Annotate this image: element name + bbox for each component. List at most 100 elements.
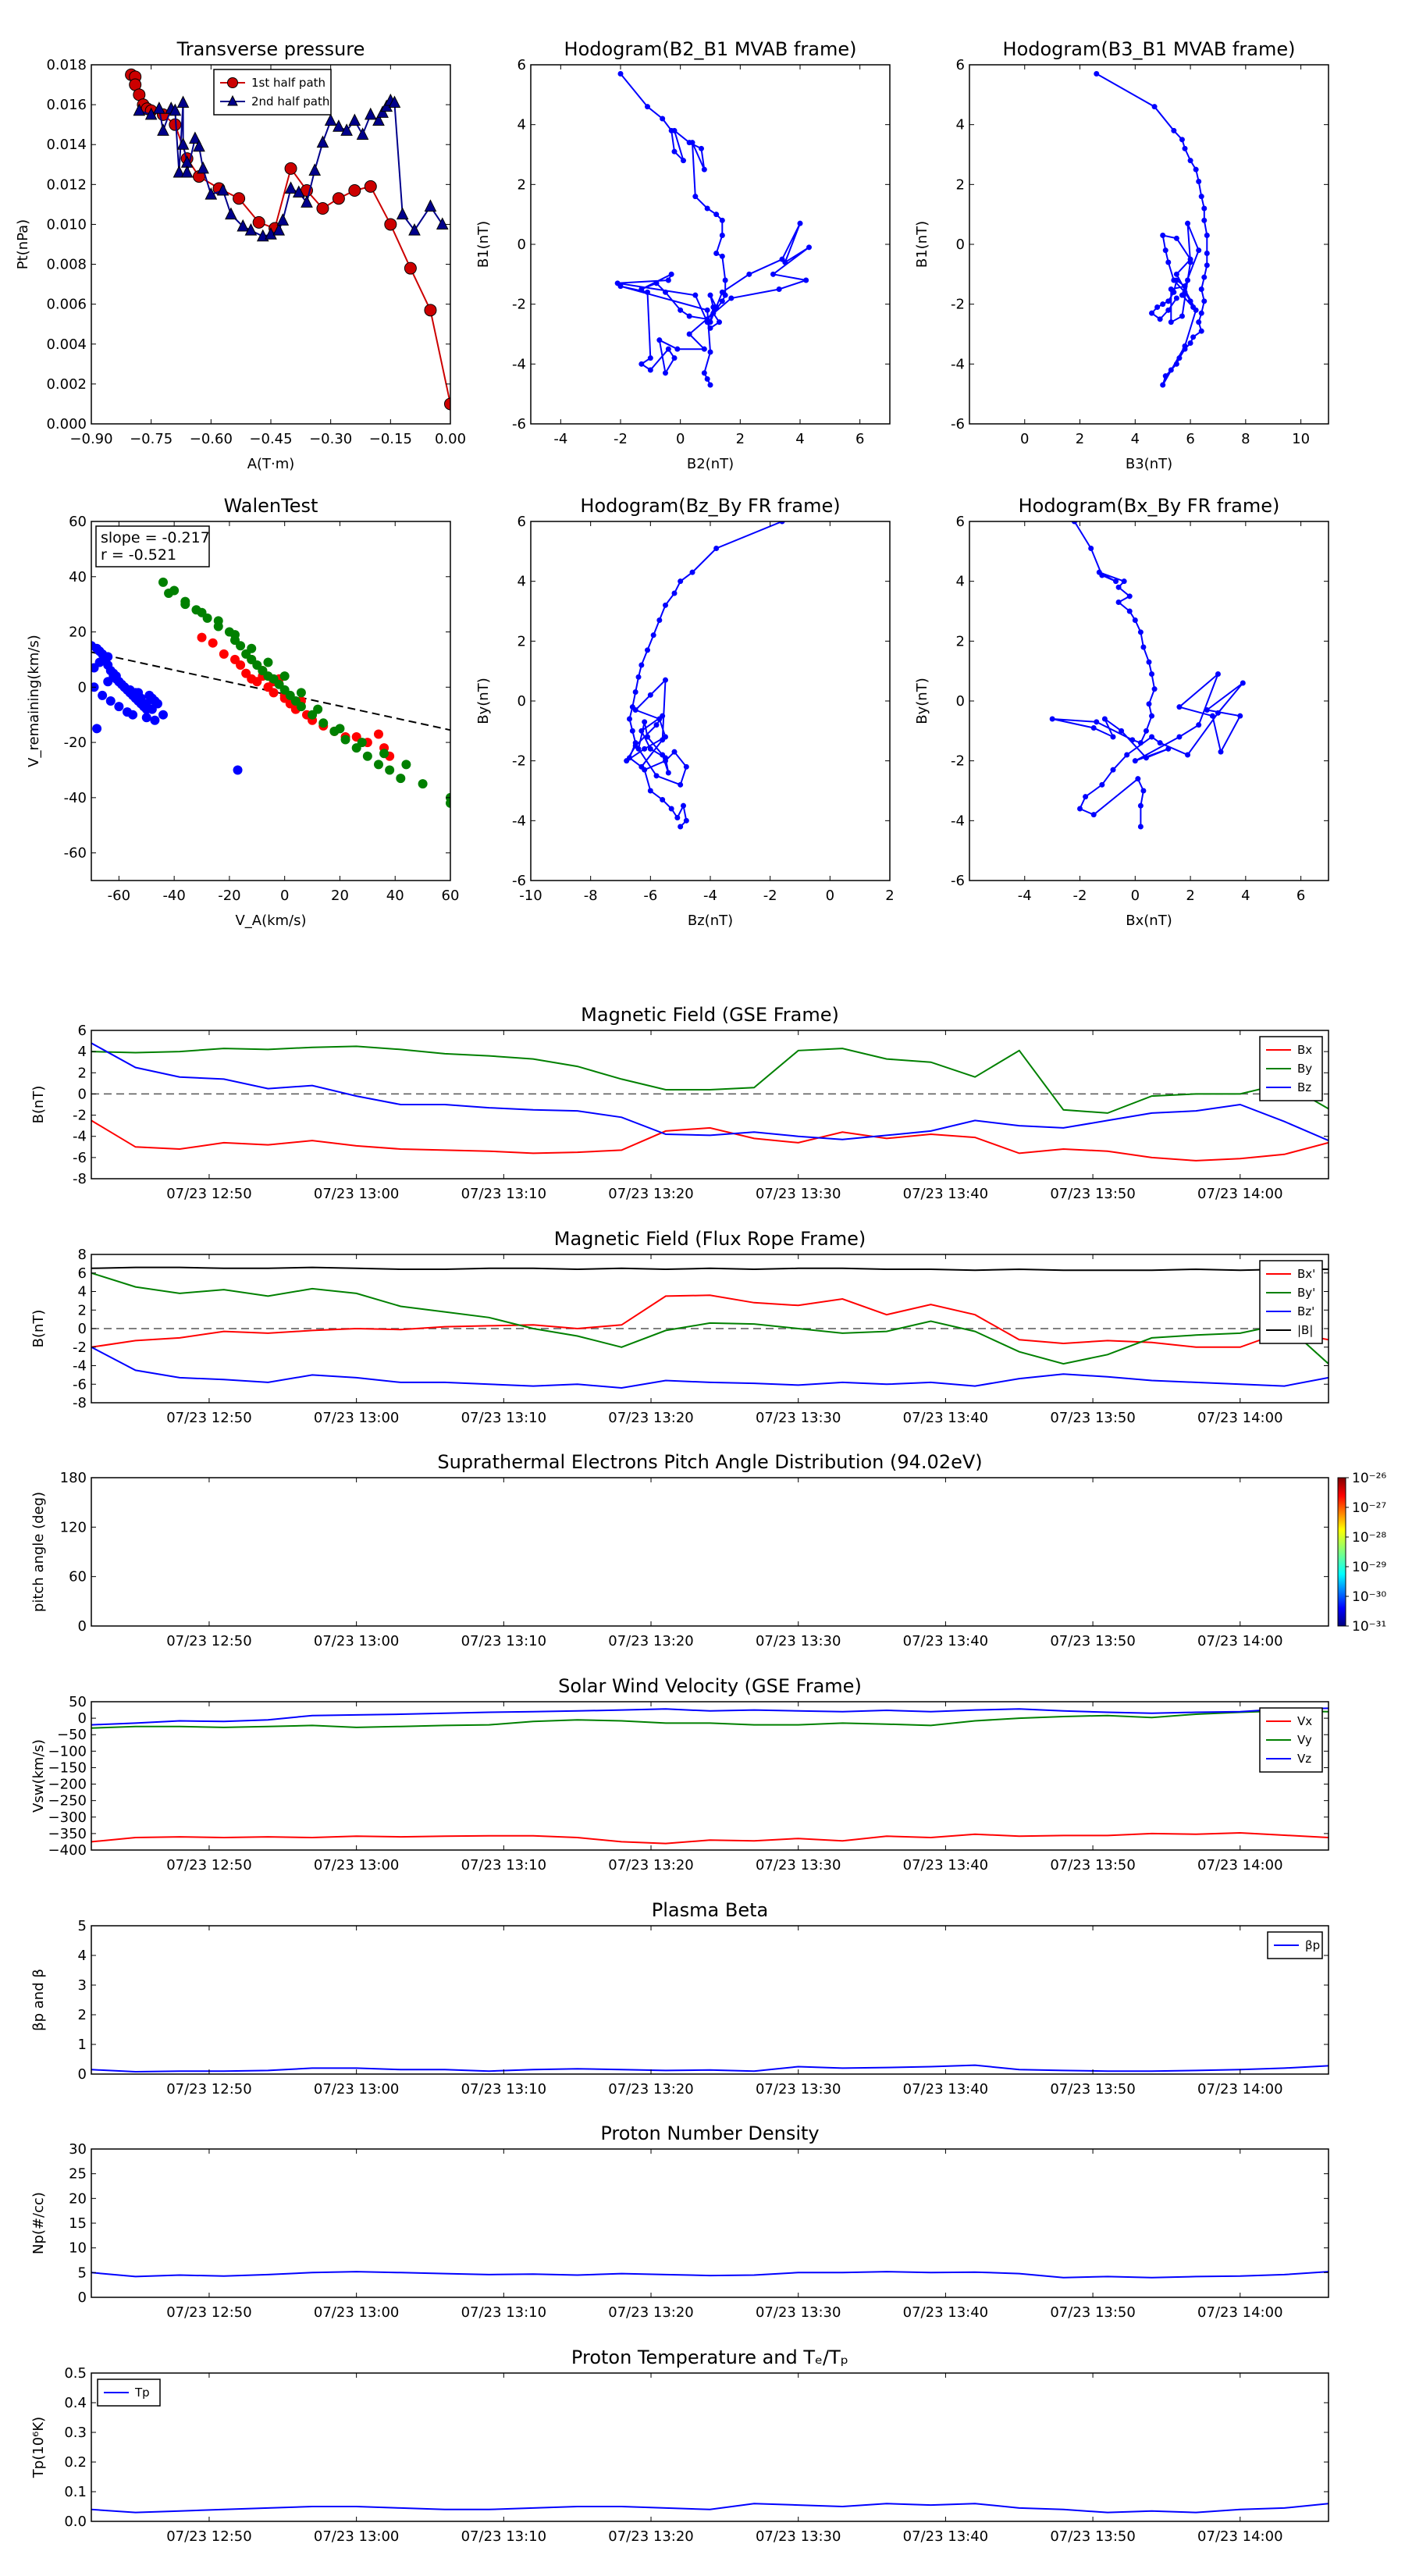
scatter-point <box>318 718 329 728</box>
data-point <box>1204 707 1210 713</box>
y-tick-label: −150 <box>48 1759 87 1776</box>
x-tick-label: 07/23 14:00 <box>1197 2528 1282 2545</box>
scatter-point <box>164 589 174 598</box>
data-point <box>806 244 812 251</box>
data-point <box>244 222 258 236</box>
legend-label: Vz <box>1297 1752 1311 1766</box>
x-tick-label: −0.45 <box>249 431 292 447</box>
x-tick-label: 2 <box>1186 888 1194 904</box>
data-point <box>1209 713 1215 719</box>
data-point <box>1215 710 1221 716</box>
y-tick-label: 0 <box>78 2290 87 2306</box>
data-point <box>284 181 297 194</box>
y-tick-label: -4 <box>512 813 526 829</box>
data-point <box>380 99 393 112</box>
x-tick-label: 07/23 13:00 <box>314 1410 399 1426</box>
data-point <box>333 119 345 132</box>
data-point <box>1176 355 1183 361</box>
chart-panel-h3: Hodogram(Bz_By FR frame) -6 -4 -2 0 2 4 6 -10 -8 -… <box>475 495 895 929</box>
chart-title: Proton Temperature and Tₑ/Tₚ <box>571 2347 848 2368</box>
data-point <box>189 131 201 144</box>
x-tick-label: 0 <box>280 888 289 904</box>
scatter-point <box>94 657 105 667</box>
data-point <box>1215 671 1221 677</box>
y-tick-label: 4 <box>78 1284 87 1300</box>
data-point <box>674 815 681 820</box>
scatter-point <box>105 696 116 706</box>
data-point <box>1132 758 1138 764</box>
y-tick-label: 6 <box>518 57 526 73</box>
data-point <box>1119 728 1125 734</box>
y-tick-label: -6 <box>73 1150 87 1166</box>
data-point <box>1185 752 1191 758</box>
chart-panel-ts_beta: Plasma Beta 0 1 2 3 4 5 07/23 12:50 07/23 13:00 0… <box>30 1899 1329 2097</box>
x-axis-label: V_A(km/s) <box>235 913 306 929</box>
y-tick-label: −250 <box>48 1793 87 1809</box>
data-point <box>340 123 353 136</box>
data-point <box>424 199 437 212</box>
y-tick-label: −200 <box>48 1777 87 1793</box>
x-tick-label: 07/23 13:10 <box>461 1857 546 1873</box>
x-axis-label: Bx(nT) <box>1126 913 1172 929</box>
data-point <box>1190 304 1197 310</box>
x-tick-label: 07/23 13:40 <box>903 2081 988 2097</box>
x-tick-label: 07/23 13:10 <box>461 1633 546 1649</box>
series-By <box>91 1045 1329 1114</box>
chart-title: Magnetic Field (GSE Frame) <box>581 1004 839 1026</box>
y-tick-label: 0 <box>78 1086 87 1102</box>
y-tick-label: -2 <box>512 753 526 770</box>
data-point <box>1099 781 1105 788</box>
scatter-point <box>208 638 218 648</box>
data-point <box>1151 104 1158 110</box>
data-point <box>717 319 722 326</box>
data-point <box>1165 259 1172 265</box>
x-tick-label: 07/23 13:10 <box>461 2528 546 2545</box>
data-point <box>638 728 645 734</box>
y-tick-label: -4 <box>951 356 965 372</box>
data-point <box>668 806 674 812</box>
y-tick-label: −300 <box>48 1809 87 1826</box>
scatter-point <box>197 607 207 617</box>
data-point <box>707 349 713 355</box>
series-0 <box>1049 521 1246 830</box>
x-tick-label: -20 <box>218 888 240 904</box>
x-tick-label: 07/23 13:40 <box>903 1857 988 1873</box>
data-point <box>1165 307 1172 313</box>
chart-panel-ts_tp: Proton Temperature and Tₑ/Tₚ 0.0 0.1 0.2 0.3… <box>30 2347 1329 2545</box>
y-tick-label: 6 <box>78 1265 87 1282</box>
series-line <box>91 1707 1329 1726</box>
data-point <box>671 148 678 155</box>
data-point <box>1090 812 1097 818</box>
data-point <box>689 569 695 575</box>
series-line <box>91 1045 1329 1114</box>
data-point <box>1088 546 1094 551</box>
data-point <box>678 307 684 313</box>
data-point <box>1204 262 1210 269</box>
y-axis-label: Pt(nPa) <box>15 219 31 269</box>
data-point <box>671 749 678 755</box>
data-point <box>1115 584 1122 590</box>
data-point <box>713 546 720 551</box>
y-tick-label: 0.016 <box>46 97 87 113</box>
data-point <box>704 376 710 382</box>
data-point <box>225 207 237 220</box>
chart-title: Proton Number Density <box>600 2122 819 2144</box>
series-Vz <box>91 1707 1329 1726</box>
scatter-point <box>236 660 246 670</box>
plot-area <box>1094 71 1210 388</box>
x-tick-label: 07/23 13:50 <box>1050 2081 1135 2097</box>
y-tick-label: −50 <box>57 1727 87 1743</box>
data-point <box>647 745 653 752</box>
legend-label: Bx' <box>1297 1267 1315 1281</box>
data-point <box>1165 745 1172 752</box>
data-point <box>1137 802 1144 809</box>
data-point <box>770 271 776 277</box>
data-point <box>332 192 345 205</box>
plot-frame <box>91 2148 1329 2298</box>
chart-title: Magnetic Field (Flux Rope Frame) <box>554 1228 866 1250</box>
y-tick-label: -4 <box>951 813 965 829</box>
plot-frame <box>91 64 451 425</box>
chart-title: Suprathermal Electrons Pitch Angle Distr… <box>437 1451 982 1473</box>
y-tick-label: 8 <box>78 1247 87 1263</box>
series-Bz <box>91 1042 1329 1142</box>
